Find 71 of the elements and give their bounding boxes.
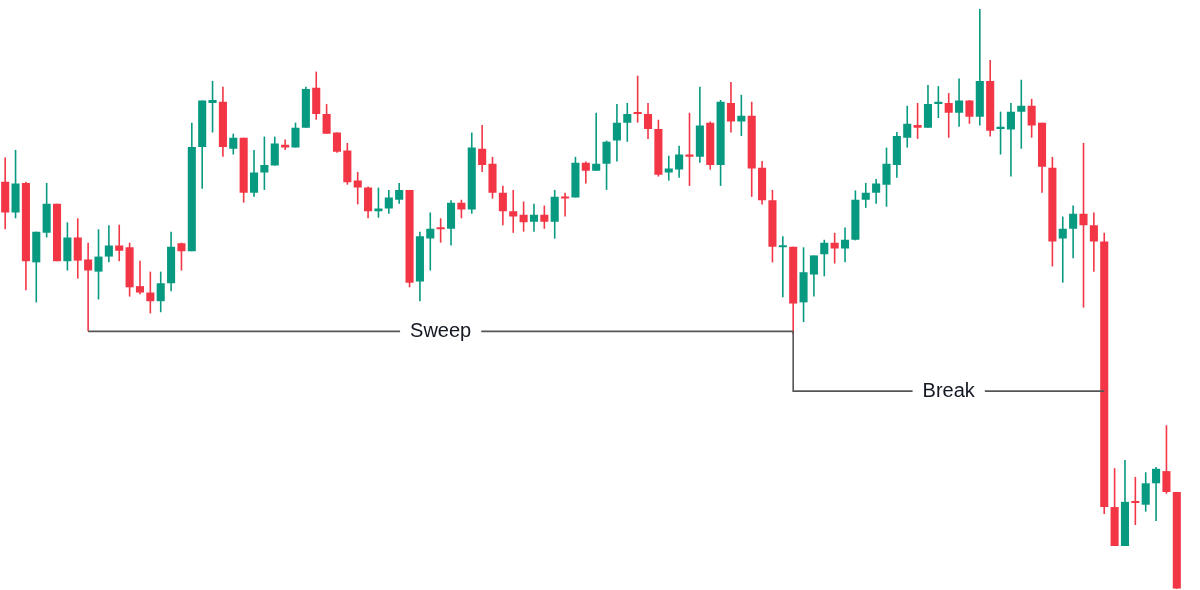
candlestick bbox=[94, 228, 103, 301]
candlestick bbox=[965, 99, 974, 125]
candlestick bbox=[592, 111, 601, 172]
candlestick bbox=[633, 74, 642, 124]
candlestick bbox=[374, 186, 383, 219]
candlestick bbox=[664, 154, 673, 182]
candlestick bbox=[1058, 215, 1067, 284]
candlestick bbox=[1006, 102, 1015, 178]
candlestick bbox=[84, 241, 93, 333]
candlestick bbox=[643, 102, 653, 140]
candlestick bbox=[903, 105, 912, 149]
candlestick bbox=[820, 238, 829, 278]
candlestick bbox=[882, 146, 891, 208]
ref-line-label: Sweep bbox=[410, 318, 472, 341]
candlestick bbox=[457, 198, 466, 220]
candlestick bbox=[1069, 204, 1078, 260]
candlestick bbox=[156, 270, 165, 314]
candlestick bbox=[208, 80, 217, 134]
candlestick bbox=[612, 103, 621, 163]
candlestick bbox=[955, 77, 964, 128]
candlestick bbox=[281, 138, 290, 151]
candlestick bbox=[146, 270, 155, 315]
candlestick bbox=[395, 182, 404, 205]
candlestick bbox=[509, 189, 518, 234]
candlestick bbox=[944, 92, 953, 139]
candlestick bbox=[872, 178, 881, 205]
candlestick bbox=[135, 259, 145, 296]
candlestick bbox=[115, 223, 124, 263]
candlestick bbox=[602, 139, 611, 191]
candlestick bbox=[685, 111, 694, 187]
candlestick bbox=[332, 131, 342, 154]
candlestick bbox=[498, 185, 507, 227]
candlestick bbox=[322, 103, 331, 135]
candlestick bbox=[249, 149, 259, 198]
candlestick bbox=[675, 145, 684, 179]
candlestick bbox=[840, 226, 850, 264]
candlestick bbox=[364, 185, 373, 220]
candlestick bbox=[809, 254, 818, 298]
candlestick bbox=[177, 241, 186, 272]
candlestick bbox=[478, 124, 487, 173]
candlestick bbox=[291, 121, 300, 149]
ref-line-label: Break bbox=[922, 378, 976, 401]
candlestick bbox=[104, 224, 113, 264]
candlestick bbox=[1162, 424, 1171, 495]
candlestick bbox=[1141, 471, 1150, 513]
candlestick bbox=[1027, 98, 1036, 139]
candlestick bbox=[260, 135, 269, 191]
candlestick bbox=[923, 84, 933, 129]
candlestick bbox=[229, 132, 238, 156]
candlestick bbox=[426, 211, 435, 272]
candlestick bbox=[353, 171, 362, 206]
candlestick bbox=[861, 182, 870, 209]
candlestick bbox=[384, 189, 393, 215]
candlestick bbox=[1131, 476, 1140, 526]
candlestick bbox=[1089, 211, 1098, 273]
candlestick bbox=[726, 81, 736, 134]
candlestick bbox=[529, 203, 539, 233]
candlestick bbox=[1017, 78, 1026, 150]
candlestick bbox=[581, 160, 590, 185]
candlestick bbox=[561, 192, 570, 218]
candlestick bbox=[73, 217, 82, 280]
candlestick bbox=[1152, 466, 1161, 522]
candlestick bbox=[1079, 142, 1088, 309]
candlestick bbox=[778, 235, 787, 298]
candlestick bbox=[540, 204, 549, 230]
candlestick bbox=[519, 200, 528, 233]
candlestick bbox=[270, 135, 279, 167]
candlestick bbox=[913, 102, 922, 140]
candlestick bbox=[436, 217, 445, 244]
candlestick bbox=[623, 102, 632, 143]
candlestick bbox=[63, 221, 72, 272]
